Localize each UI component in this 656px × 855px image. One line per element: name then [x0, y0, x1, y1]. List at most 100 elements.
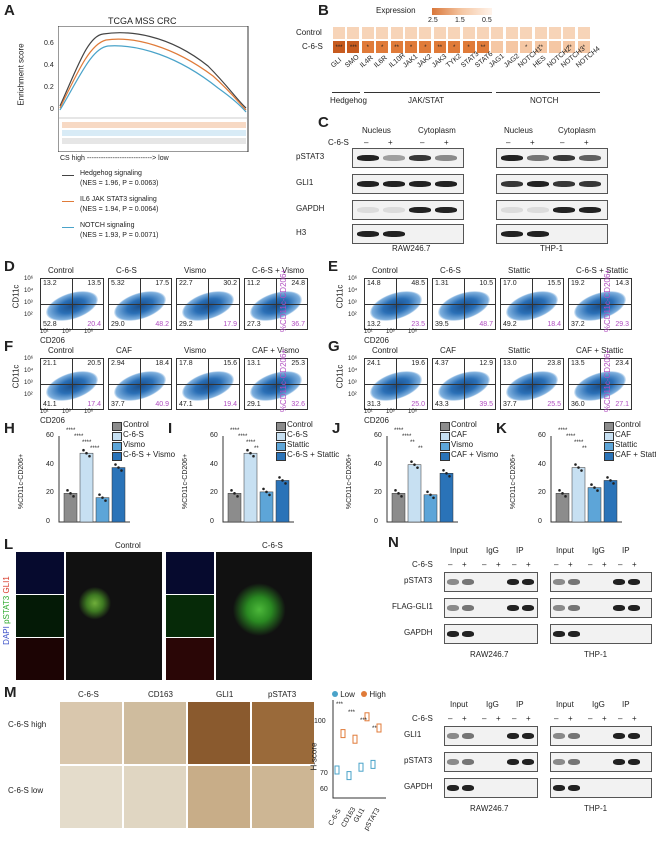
facs-gate-v: [72, 279, 73, 329]
facs-gate-v: [276, 279, 277, 329]
gsea-ytick-04: 0.4: [44, 62, 54, 69]
gsea-hit-ticks: [62, 122, 246, 144]
panel-letter-f: F: [4, 338, 14, 355]
bar-ytick: 20: [538, 489, 546, 497]
heatmap-cell-c6s: *: [404, 40, 418, 54]
heatmap-cell-c6s: **: [432, 40, 447, 54]
facs-q-lr: 20.4: [87, 321, 101, 328]
bar-sig: **: [254, 446, 259, 452]
bar-legend-swatch: [276, 452, 286, 461]
heatmap-cell-c6s: *: [576, 40, 591, 54]
panel-letter-e: E: [328, 258, 339, 275]
facs-xtick: 10⁶: [408, 329, 418, 335]
wb-n-column: Input: [556, 700, 574, 709]
bar-ytick: 60: [538, 432, 546, 439]
facs-condition-label: CAF + Vismo: [252, 346, 300, 355]
wb-n-sign: –: [512, 714, 517, 723]
bar-ylabel: %CD11c-CD206+: [510, 453, 518, 510]
wb-n-blot: [550, 778, 652, 798]
bar-legend-label: CAF: [451, 430, 467, 439]
bar-legend-swatch: [276, 432, 286, 441]
if-cond-c6s: C-6-S: [262, 541, 283, 550]
facs-plot: 13.0 23.8 37.7 25.5: [500, 358, 564, 410]
wb-n-sign: +: [602, 714, 607, 723]
heatmap-cell-control: [432, 26, 447, 40]
wb-n-treatment: C-6-S: [412, 560, 433, 569]
heatmap-cell-control: [519, 26, 534, 40]
bar-sig: ****: [566, 434, 576, 440]
bar-legend-label: CAF + Stattic: [615, 450, 656, 459]
facs-condition-label: C-6-S: [116, 266, 137, 275]
if-label-gli1: GLI1: [1, 576, 11, 594]
panel-letter-c: C: [318, 114, 329, 131]
bar-point: [609, 479, 612, 482]
facs-xlabel: CD206: [364, 416, 389, 425]
bar-2: [259, 491, 274, 523]
ihc-low-c6s: [60, 766, 122, 828]
facs-gate-v: [72, 359, 73, 409]
hscore-xcats: C-6-S CD163 GLI1 pSTAT3: [328, 800, 392, 850]
wb-n-column: IP: [516, 700, 524, 709]
wb-n-band: [447, 579, 459, 585]
facs-plot: 17.0 15.5 49.2 18.4: [500, 278, 564, 330]
bar-point: [574, 463, 577, 466]
facs-q-lr: 29.3: [615, 321, 629, 328]
bar-legend-swatch: [440, 422, 450, 431]
facs-ytick: 10⁶: [348, 276, 358, 282]
heatmap-gene-label: IL6R: [373, 54, 390, 70]
wb-n-band: [522, 733, 534, 739]
bar-legend-label: C-6-S + Stattic: [287, 450, 340, 459]
wb-n-band: [568, 579, 580, 585]
wb-c-blot: [496, 200, 608, 220]
bar-legend-swatch: [112, 452, 122, 461]
facs-ytick: 10²: [24, 392, 33, 398]
wb-n-sign: +: [496, 714, 501, 723]
heatmap-cell-control: [346, 26, 361, 40]
facs-xtick: 10¹: [364, 409, 373, 415]
wb-c-band: [579, 155, 601, 161]
wb-n-column: Input: [450, 700, 468, 709]
wb-n-blot: [444, 778, 538, 798]
ihc-low-pstat3: [252, 766, 314, 828]
facs-q-ll: 13.2: [367, 321, 381, 328]
wb-n-blot: [550, 624, 652, 644]
heatmap-cell-control: [404, 26, 418, 40]
heatmap-cell-control: [389, 26, 404, 40]
bar-legend-label: Stattic: [287, 440, 310, 449]
bar-point: [88, 454, 91, 458]
bar-0: [391, 493, 406, 523]
wb-c-band: [383, 155, 405, 161]
heatmap-legend-bar: [432, 8, 492, 15]
bar-point: [98, 493, 101, 496]
heatmap-cell-control: [476, 26, 490, 40]
wb-c-band: [357, 155, 379, 161]
wb-n-band: [553, 631, 565, 637]
wb-n-blot: [550, 726, 652, 746]
facs-q-ur: 25.3: [291, 360, 305, 367]
facs-gate-v: [464, 279, 465, 329]
facs-q-ll: 52.8: [43, 321, 57, 328]
bar-2: [423, 494, 438, 523]
wb-n-sign: –: [588, 560, 593, 569]
bar-sig: ****: [246, 440, 256, 446]
wb-n-band: [553, 733, 565, 739]
wb-n-blot: [550, 598, 652, 618]
facs-gate-v: [276, 359, 277, 409]
wb-n-sign: +: [462, 560, 467, 569]
bar-point: [82, 448, 85, 452]
wb-c-band: [501, 231, 523, 237]
heatmap-cell-control: [548, 26, 562, 40]
facs-q-ll: 31.3: [367, 401, 381, 408]
bar-sig: ****: [66, 428, 76, 434]
facs-q-lr: 32.6: [291, 401, 305, 408]
heatmap-legend-tick-3: 0.5: [482, 17, 492, 24]
heatmap-grid: *** *** * * ** * * ** * * ** * ** ** *: [332, 26, 592, 56]
gsea-ytick-02: 0.2: [44, 84, 54, 91]
bar-sig: ****: [574, 440, 584, 446]
bar-0: [227, 493, 242, 523]
bar-point: [612, 482, 615, 485]
wb-c-sign: –: [560, 138, 565, 147]
wb-n-band: [628, 759, 640, 765]
bar-legend-swatch: [440, 442, 450, 451]
ihc-high-c6s: [60, 702, 122, 764]
